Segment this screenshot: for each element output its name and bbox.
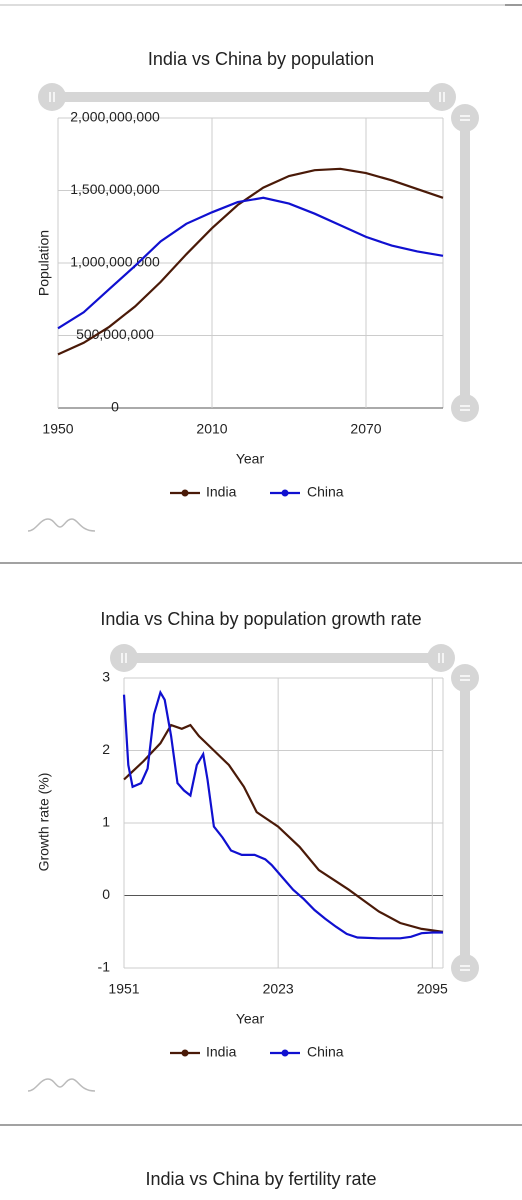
y-tick-label: 0 xyxy=(111,399,119,415)
x-axis-title: Year xyxy=(236,1011,265,1027)
slider-handle[interactable] xyxy=(451,954,479,982)
x-tick-label: 2010 xyxy=(196,421,227,437)
x-tick-label: 1951 xyxy=(108,981,139,997)
series-line xyxy=(57,196,444,330)
x-tick-label: 1950 xyxy=(42,421,73,437)
y-tick-label: 2,000,000,000 xyxy=(70,109,160,125)
x-tick-label: 2070 xyxy=(350,421,381,437)
series-line xyxy=(57,167,444,356)
legend-marker xyxy=(181,1049,189,1057)
logo xyxy=(27,518,96,532)
y-tick-label: 1,000,000,000 xyxy=(70,254,160,270)
legend-label: China xyxy=(307,484,344,500)
y-tick-label: -1 xyxy=(98,959,111,975)
slider-handle[interactable] xyxy=(38,83,66,111)
chart-title: India vs China by population xyxy=(148,49,374,69)
series-line xyxy=(123,723,444,933)
y-tick-label: 500,000,000 xyxy=(76,326,154,342)
y-axis-title: Growth rate (%) xyxy=(36,773,52,872)
slider-handle[interactable] xyxy=(451,104,479,132)
y-tick-label: 3 xyxy=(102,669,110,685)
legend-marker xyxy=(281,489,289,497)
slider-handle[interactable] xyxy=(451,664,479,692)
logo xyxy=(27,1078,96,1092)
y-axis-title: Population xyxy=(36,230,52,296)
legend-label: India xyxy=(206,484,237,500)
y-tick-label: 2 xyxy=(102,741,110,757)
slider-handle[interactable] xyxy=(110,644,138,672)
slider-handle[interactable] xyxy=(428,83,456,111)
y-tick-label: 0 xyxy=(102,886,110,902)
y-tick-label: 1 xyxy=(102,814,110,830)
x-axis-title: Year xyxy=(236,451,265,467)
chart-title: India vs China by fertility rate xyxy=(145,1169,376,1189)
slider-handle[interactable] xyxy=(451,394,479,422)
legend-label: India xyxy=(206,1044,237,1060)
x-tick-label: 2023 xyxy=(263,981,294,997)
series-line xyxy=(122,689,443,940)
slider-handle[interactable] xyxy=(427,644,455,672)
legend-label: China xyxy=(307,1044,344,1060)
chart-title: India vs China by population growth rate xyxy=(100,609,421,629)
legend-marker xyxy=(281,1049,289,1057)
x-tick-label: 2095 xyxy=(417,981,448,997)
y-tick-label: 1,500,000,000 xyxy=(70,181,160,197)
legend-marker xyxy=(181,489,189,497)
